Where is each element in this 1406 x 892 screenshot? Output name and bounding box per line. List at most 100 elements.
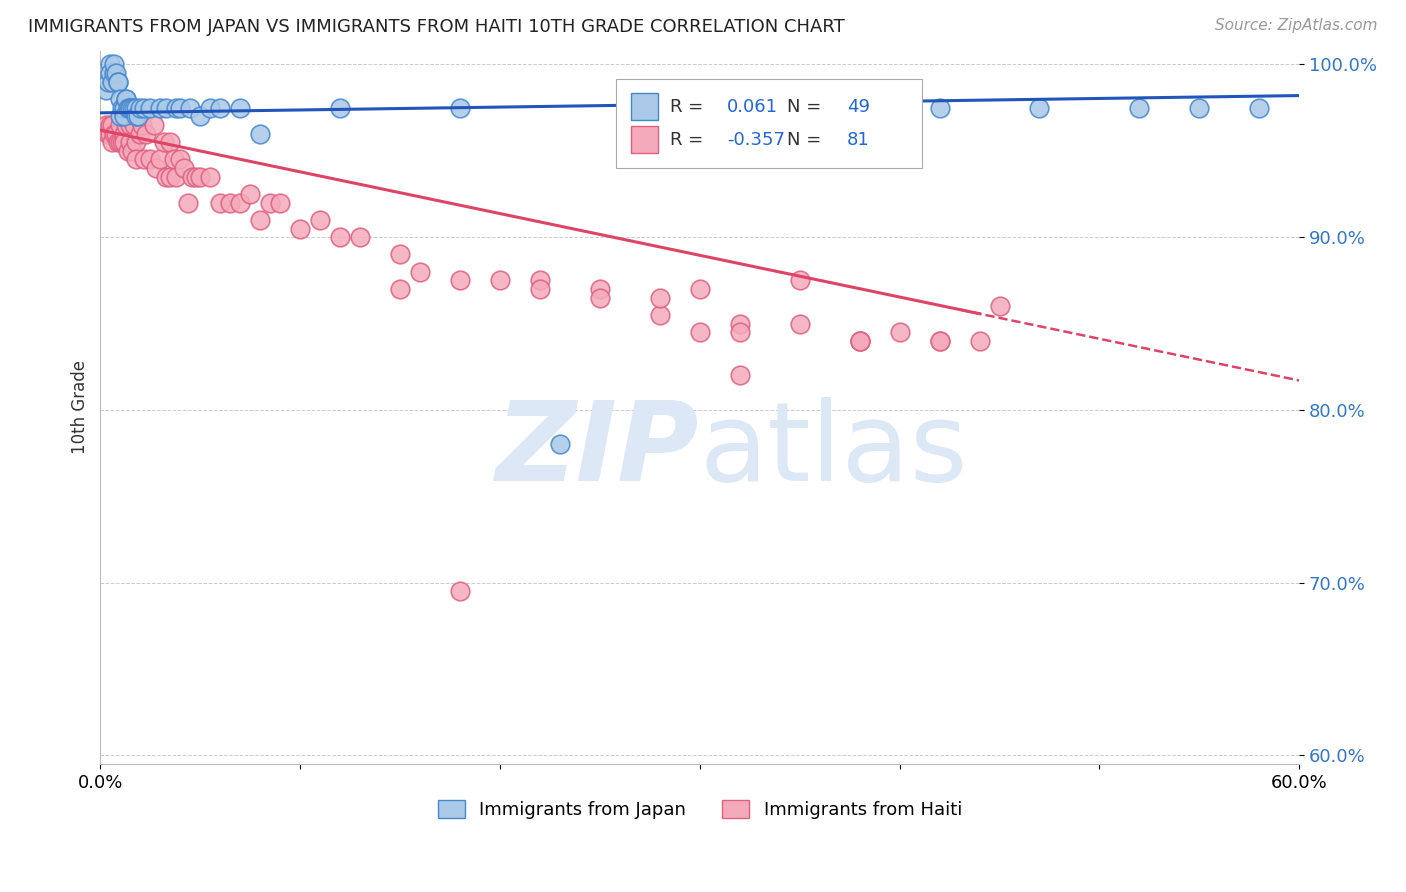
Point [181, 169, 204, 184]
Point [789, 273, 811, 287]
Point [165, 169, 187, 184]
FancyBboxPatch shape [616, 79, 921, 169]
Point [928, 334, 950, 348]
Point [689, 282, 711, 296]
Point [98, 127, 121, 141]
Point [969, 334, 991, 348]
Point [110, 118, 132, 132]
Point [186, 169, 208, 184]
Point [229, 195, 252, 210]
Point [648, 101, 671, 115]
Point [120, 118, 142, 132]
Point [121, 144, 143, 158]
Text: R =: R = [669, 131, 709, 149]
Point [98, 118, 121, 132]
Point [409, 265, 432, 279]
Point [165, 101, 187, 115]
Point [98, 66, 121, 80]
Point [219, 195, 242, 210]
Point [209, 101, 232, 115]
FancyBboxPatch shape [631, 93, 658, 120]
Point [105, 66, 128, 80]
Point [269, 195, 291, 210]
Point [159, 169, 181, 184]
Point [111, 101, 134, 115]
Text: N =: N = [787, 98, 827, 117]
Point [110, 92, 132, 106]
Point [169, 153, 191, 167]
Point [103, 57, 125, 71]
Point [103, 66, 125, 80]
Point [112, 109, 135, 123]
Point [101, 118, 124, 132]
Point [103, 127, 125, 141]
Point [124, 101, 146, 115]
Text: -0.357: -0.357 [727, 131, 786, 149]
Point [200, 169, 222, 184]
Point [134, 153, 156, 167]
Point [748, 101, 770, 115]
Point [117, 144, 139, 158]
Point [101, 135, 124, 149]
Point [129, 101, 152, 115]
Point [889, 325, 911, 339]
Point [928, 101, 950, 115]
Point [139, 153, 162, 167]
Point [169, 101, 191, 115]
Text: 49: 49 [848, 98, 870, 117]
Point [988, 299, 1011, 313]
Point [789, 317, 811, 331]
Point [1188, 101, 1211, 115]
Point [173, 161, 195, 175]
Point [529, 282, 551, 296]
Point [648, 308, 671, 322]
Text: atlas: atlas [700, 397, 969, 504]
Point [120, 101, 142, 115]
Point [529, 273, 551, 287]
Point [125, 109, 148, 123]
Point [153, 135, 176, 149]
Text: 81: 81 [848, 131, 870, 149]
Point [96, 83, 118, 97]
Point [728, 368, 751, 383]
Point [115, 92, 138, 106]
Point [149, 153, 172, 167]
Point [229, 101, 252, 115]
Text: 0.061: 0.061 [727, 98, 779, 117]
FancyBboxPatch shape [631, 126, 658, 153]
Point [177, 195, 200, 210]
Point [188, 109, 211, 123]
Point [107, 135, 129, 149]
Point [107, 75, 129, 89]
Legend: Immigrants from Japan, Immigrants from Haiti: Immigrants from Japan, Immigrants from H… [430, 792, 969, 826]
Point [309, 213, 332, 227]
Point [288, 221, 311, 235]
Point [848, 334, 870, 348]
Point [389, 282, 412, 296]
Text: IMMIGRANTS FROM JAPAN VS IMMIGRANTS FROM HAITI 10TH GRADE CORRELATION CHART: IMMIGRANTS FROM JAPAN VS IMMIGRANTS FROM… [28, 18, 845, 36]
Point [112, 135, 135, 149]
Point [96, 118, 118, 132]
Point [259, 195, 281, 210]
Point [848, 334, 870, 348]
Point [125, 101, 148, 115]
Point [1249, 101, 1271, 115]
Point [179, 101, 201, 115]
Point [97, 127, 120, 141]
Point [125, 135, 148, 149]
Point [449, 273, 471, 287]
Point [928, 334, 950, 348]
Point [145, 161, 167, 175]
Point [163, 153, 186, 167]
Point [135, 127, 157, 141]
Point [112, 101, 135, 115]
Point [389, 247, 412, 261]
Point [98, 57, 121, 71]
Point [131, 118, 153, 132]
Point [105, 127, 128, 141]
Point [110, 109, 132, 123]
Point [139, 101, 162, 115]
Point [112, 127, 135, 141]
Point [548, 437, 571, 451]
Point [127, 109, 149, 123]
